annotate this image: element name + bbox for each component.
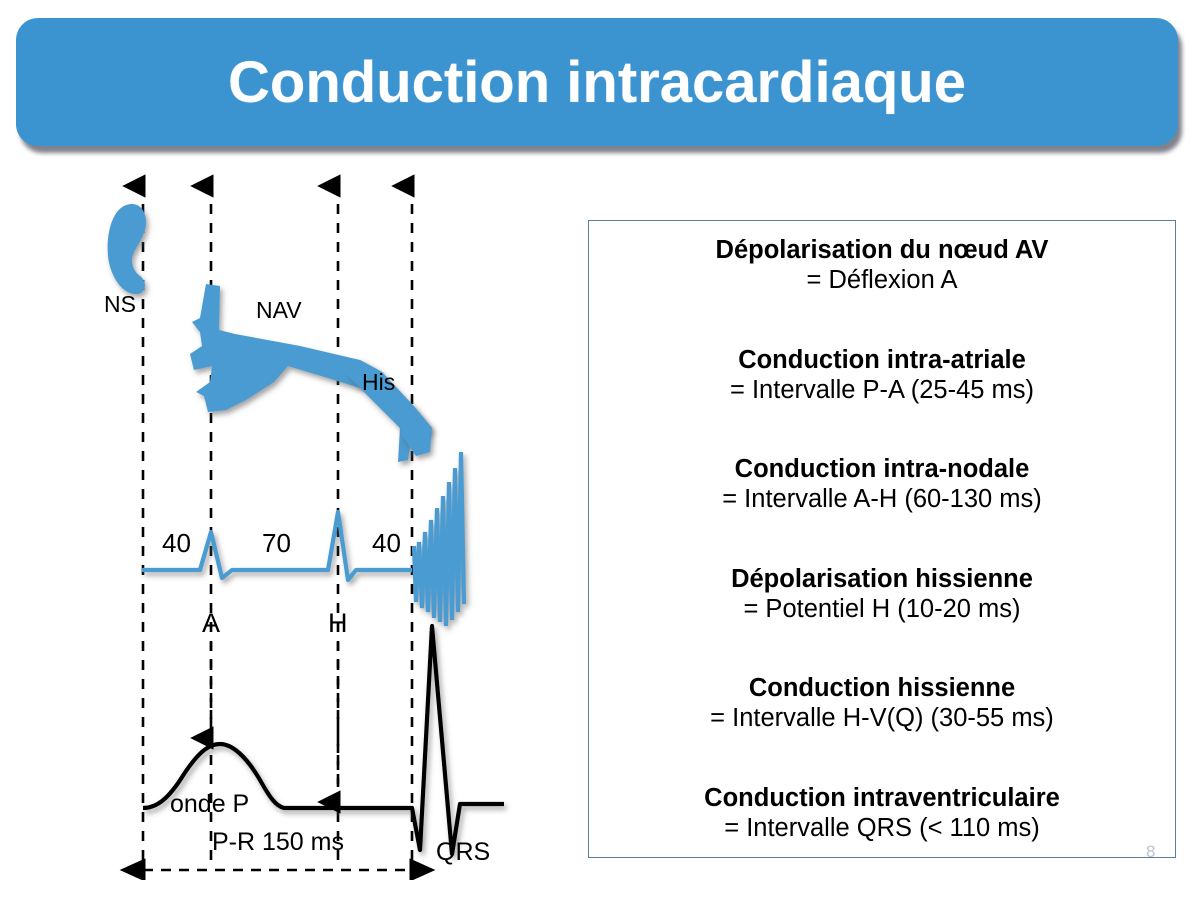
definition-item: Conduction intraventriculaire = Interval… bbox=[599, 783, 1165, 843]
slide-title-banner: Conduction intracardiaque bbox=[16, 18, 1178, 146]
deflection-h-label: H bbox=[328, 608, 348, 638]
definition-detail: = Potentiel H (10-20 ms) bbox=[743, 594, 1021, 623]
definition-detail: = Déflexion A bbox=[806, 266, 958, 295]
definition-heading: Conduction hissienne bbox=[748, 674, 1016, 703]
av-node-shape bbox=[190, 284, 382, 412]
definition-item: Conduction intra-atriale = Intervalle P-… bbox=[599, 345, 1165, 405]
definitions-panel: Dépolarisation du nœud AV = Déflexion A … bbox=[588, 220, 1176, 858]
sinus-node-shape bbox=[107, 203, 146, 294]
definition-detail: = Intervalle P-A (25-45 ms) bbox=[730, 375, 1034, 404]
interval-pa-label: 40 bbox=[162, 528, 191, 558]
definition-heading: Conduction intraventriculaire bbox=[704, 783, 1060, 812]
page-title: Conduction intracardiaque bbox=[228, 49, 966, 115]
definition-heading: Dépolarisation du nœud AV bbox=[715, 236, 1049, 264]
his-bundle-label: His bbox=[362, 369, 395, 395]
p-wave-label: onde P bbox=[170, 790, 249, 818]
definition-item: Conduction intra-nodale = Intervalle A-H… bbox=[599, 454, 1165, 514]
definition-heading: Conduction intra-nodale bbox=[734, 455, 1030, 484]
definition-item: Dépolarisation hissienne = Potentiel H (… bbox=[599, 564, 1165, 624]
pr-interval-label: P-R 150 ms bbox=[212, 828, 344, 856]
deflection-a-label: A bbox=[202, 608, 220, 638]
qrs-label: QRS bbox=[436, 838, 490, 866]
definition-heading: Conduction intra-atriale bbox=[738, 345, 1026, 374]
his-branch-shape bbox=[398, 404, 432, 456]
definition-detail: = Intervalle A-H (60-130 ms) bbox=[722, 485, 1042, 514]
interval-hv-label: 40 bbox=[372, 528, 401, 558]
definition-detail: = Intervalle H-V(Q) (30-55 ms) bbox=[710, 704, 1054, 733]
definition-detail: = Intervalle QRS (< 110 ms) bbox=[724, 813, 1040, 842]
page-number: 8 bbox=[1146, 842, 1156, 861]
interval-ah-label: 70 bbox=[262, 528, 291, 558]
definition-item: Conduction hissienne = Intervalle H-V(Q)… bbox=[599, 673, 1165, 733]
sinus-node-label: NS bbox=[104, 291, 136, 317]
av-node-label: NAV bbox=[256, 297, 302, 323]
surface-ecg-trace bbox=[142, 623, 504, 857]
intracardiac-electrogram bbox=[142, 451, 467, 627]
definition-item: Dépolarisation du nœud AV = Déflexion A bbox=[599, 235, 1165, 295]
conduction-diagram: NS NAV His 40 70 40 A H onde P P-R 150 m… bbox=[104, 174, 504, 880]
definition-heading: Dépolarisation hissienne bbox=[731, 564, 1033, 593]
